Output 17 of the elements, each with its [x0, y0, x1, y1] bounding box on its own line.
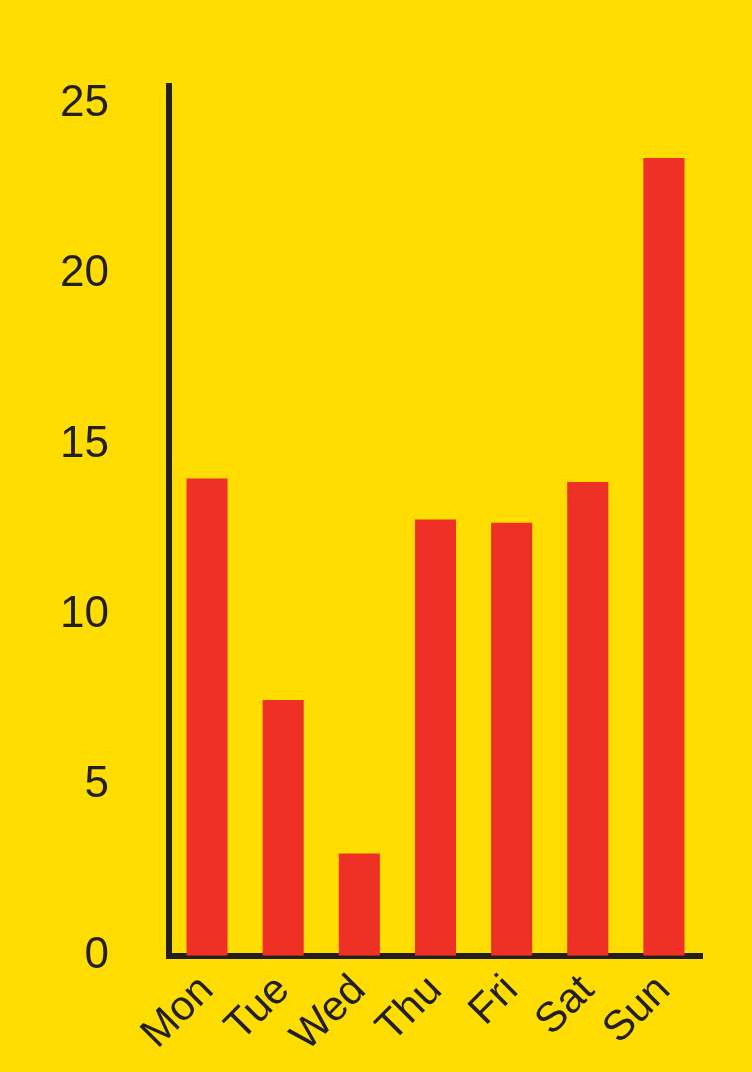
x-tick-label: Sat — [524, 964, 603, 1043]
bar — [414, 519, 457, 956]
bar — [491, 522, 533, 956]
x-tick-label: Thu — [365, 964, 451, 1050]
y-tick-label: 15 — [59, 416, 109, 466]
y-tick-label: 20 — [59, 246, 109, 296]
bar — [567, 481, 609, 956]
x-tick-label: Mon — [130, 964, 222, 1056]
bar — [262, 700, 304, 956]
bar — [643, 158, 685, 956]
x-tick-label: Fri — [458, 964, 527, 1033]
y-tick-label: 10 — [59, 587, 109, 637]
bar — [186, 478, 228, 956]
bar — [338, 853, 380, 956]
y-tick-label: 5 — [84, 757, 109, 807]
y-tick-label: 0 — [84, 927, 109, 977]
y-tick-label: 25 — [59, 75, 109, 125]
